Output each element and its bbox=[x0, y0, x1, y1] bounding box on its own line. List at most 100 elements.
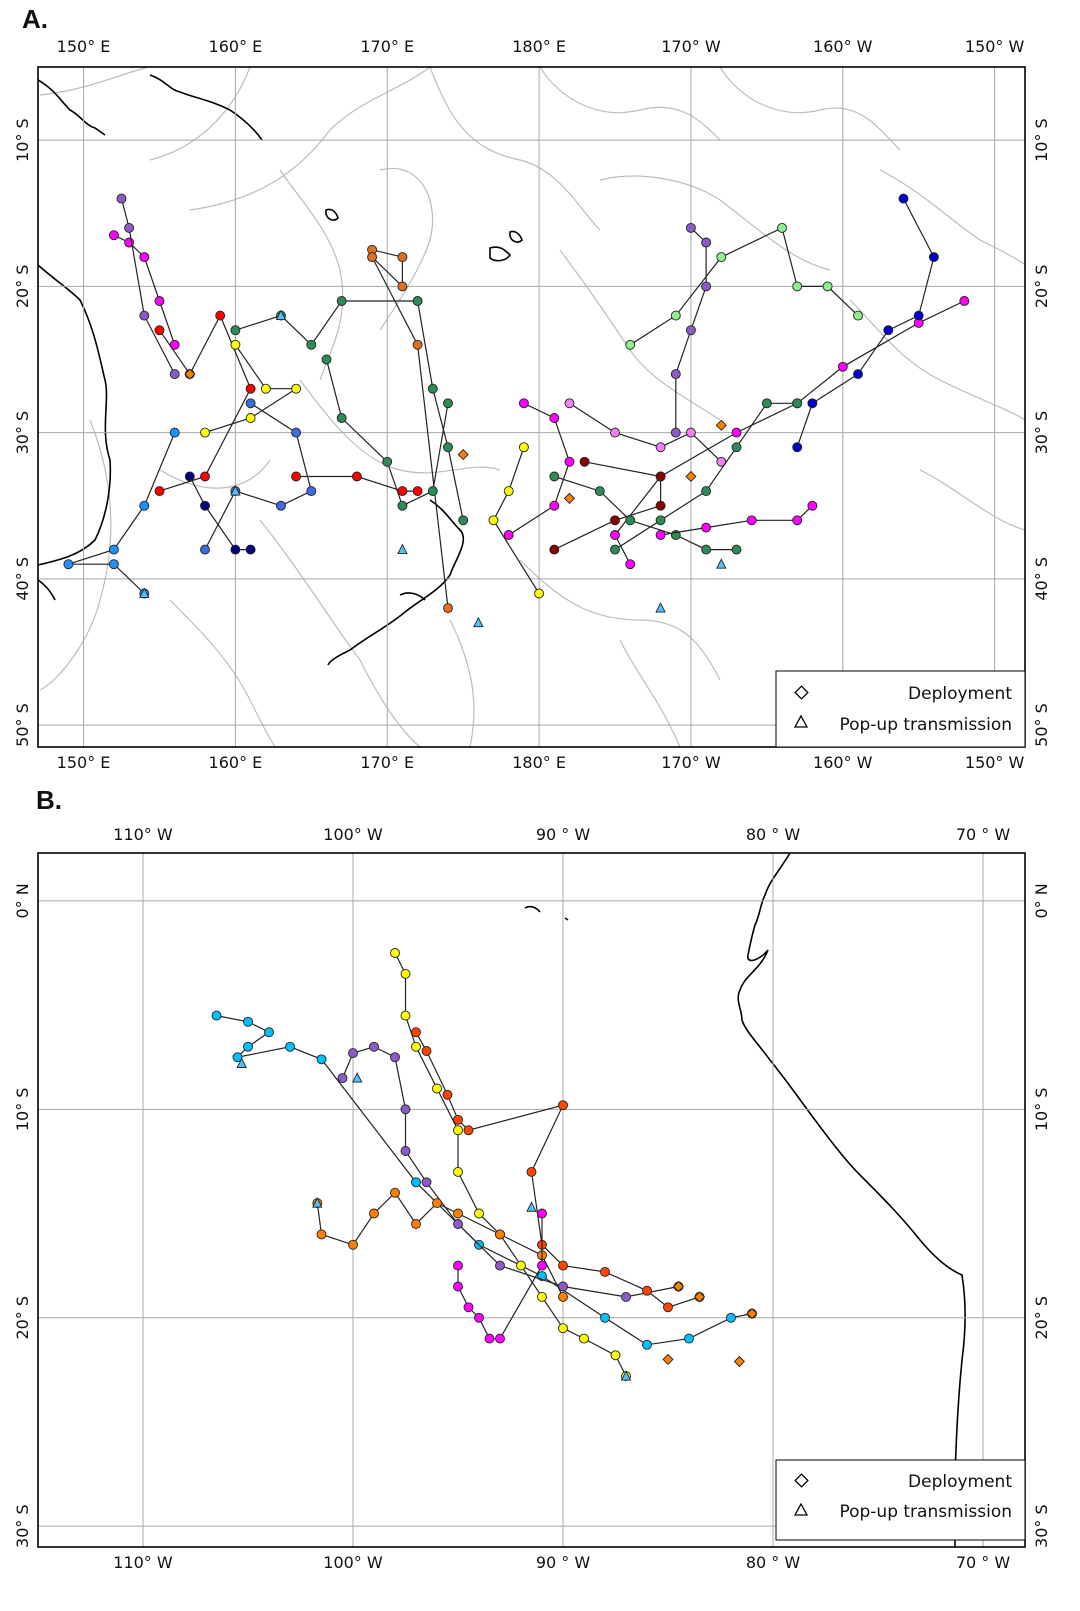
axis-ticks-a: 150° E 150° E 160° E 160° E 170° E 170° E 180°… bbox=[13, 37, 1051, 772]
track-line bbox=[614, 402, 798, 551]
track-position-point bbox=[534, 588, 545, 599]
track-a-10 bbox=[184, 471, 256, 555]
track-position-point bbox=[670, 427, 681, 438]
track-position-point bbox=[518, 398, 529, 409]
axis-ticks-b: 110° W 110° W 100° W 100° W 90 ° W 90 ° W 80 °… bbox=[13, 825, 1051, 1572]
track-position-point bbox=[558, 1323, 568, 1334]
track-a-17 bbox=[670, 222, 712, 438]
track-position-point bbox=[458, 515, 469, 526]
deployment-legend-icon bbox=[794, 1473, 809, 1488]
track-position-point bbox=[215, 310, 226, 321]
track-line bbox=[296, 475, 418, 492]
track-position-point bbox=[411, 1219, 421, 1229]
track-position-point bbox=[792, 442, 803, 453]
track-position-point bbox=[400, 1104, 411, 1115]
track-position-point bbox=[495, 1260, 505, 1271]
lon-tick-label-bottom: 170° E bbox=[360, 753, 414, 772]
popup-marker bbox=[397, 543, 408, 555]
track-position-point bbox=[427, 383, 438, 394]
track-position-point bbox=[154, 296, 165, 306]
track-position-point bbox=[63, 559, 74, 570]
track-position-point bbox=[412, 486, 423, 497]
track-position-point bbox=[600, 1266, 610, 1277]
track-position-point bbox=[397, 281, 408, 292]
track-position-point bbox=[642, 1339, 652, 1350]
track-position-point bbox=[453, 1114, 463, 1125]
legend-b: Deployment Pop-up transmission bbox=[775, 1459, 1026, 1541]
popup-marker bbox=[526, 1201, 537, 1212]
track-position-point bbox=[792, 515, 803, 526]
track-position-point bbox=[397, 252, 408, 263]
track-position-point bbox=[625, 559, 636, 570]
track-position-point bbox=[518, 442, 529, 453]
track-position-point bbox=[154, 486, 165, 497]
track-position-point bbox=[411, 1027, 421, 1038]
track-position-point bbox=[558, 1281, 568, 1292]
track-line bbox=[120, 198, 176, 375]
track-a-20 bbox=[488, 442, 545, 599]
track-position-point bbox=[306, 339, 317, 350]
track-position-point bbox=[685, 325, 696, 336]
tag-tracks-b bbox=[211, 948, 758, 1382]
track-position-point bbox=[390, 1187, 400, 1198]
track-position-point bbox=[655, 442, 666, 453]
legend-deployment-label: Deployment bbox=[908, 684, 1012, 704]
track-a-14 bbox=[549, 471, 742, 555]
track-position-point bbox=[184, 471, 195, 482]
track-position-point bbox=[463, 1302, 474, 1313]
track-a-9 bbox=[291, 471, 423, 497]
track-position-point bbox=[139, 252, 150, 263]
track-line bbox=[189, 476, 251, 551]
lat-tick-label-left: 10° S bbox=[13, 118, 32, 162]
lat-tick-label-left: 20° S bbox=[13, 265, 32, 309]
deployment-marker bbox=[685, 470, 697, 483]
deployment-marker bbox=[672, 1280, 685, 1293]
track-position-point bbox=[625, 339, 636, 350]
track-position-point bbox=[684, 1333, 694, 1344]
lat-tick-label-left: 40° S bbox=[13, 557, 32, 601]
lon-tick-label-bottom: 150° W bbox=[965, 753, 1025, 772]
track-position-point bbox=[369, 1041, 379, 1052]
lon-tick-label-top: 160° W bbox=[813, 37, 873, 56]
track-position-point bbox=[316, 1054, 327, 1065]
track-position-point bbox=[442, 1089, 453, 1100]
deployment-marker bbox=[457, 448, 469, 461]
track-position-point bbox=[610, 515, 620, 526]
track-position-point bbox=[316, 1229, 327, 1240]
lat-tick-label-left: 30° S bbox=[13, 411, 32, 455]
track-position-point bbox=[516, 1260, 526, 1271]
track-position-point bbox=[139, 310, 150, 321]
lon-tick-label-bottom: 150° E bbox=[57, 753, 111, 772]
track-position-point bbox=[701, 544, 712, 555]
track-position-point bbox=[746, 515, 757, 526]
track-position-point bbox=[837, 361, 848, 372]
track-position-point bbox=[351, 471, 362, 482]
track-position-point bbox=[883, 325, 894, 336]
track-line bbox=[325, 359, 449, 507]
lat-tick-label-right: 40° S bbox=[1032, 557, 1051, 601]
track-a-0 bbox=[108, 230, 180, 350]
coastline-b bbox=[524, 853, 966, 1547]
lon-tick-label-bottom: 110° W bbox=[113, 1553, 173, 1572]
track-position-point bbox=[610, 427, 620, 438]
lon-tick-label-bottom: 170° W bbox=[661, 753, 721, 772]
track-position-point bbox=[701, 237, 712, 248]
lon-tick-label-bottom: 160° E bbox=[209, 753, 263, 772]
panel-a-label: A. bbox=[22, 4, 48, 34]
track-position-point bbox=[474, 1208, 484, 1219]
lon-tick-label-top: 90 ° W bbox=[536, 825, 591, 844]
track-position-point bbox=[495, 1333, 505, 1344]
lat-tick-label-right: 50° S bbox=[1032, 703, 1051, 747]
track-a-13 bbox=[549, 456, 666, 555]
track-position-point bbox=[291, 471, 302, 482]
track-position-point bbox=[367, 252, 378, 263]
track-position-point bbox=[701, 281, 712, 292]
track-position-point bbox=[291, 427, 302, 438]
track-a-6 bbox=[367, 244, 453, 614]
track-a-7 bbox=[321, 354, 453, 511]
track-line bbox=[235, 300, 464, 521]
track-position-point bbox=[600, 1312, 610, 1323]
track-position-point bbox=[124, 222, 135, 233]
track-position-point bbox=[731, 427, 742, 438]
track-position-point bbox=[432, 1083, 442, 1094]
